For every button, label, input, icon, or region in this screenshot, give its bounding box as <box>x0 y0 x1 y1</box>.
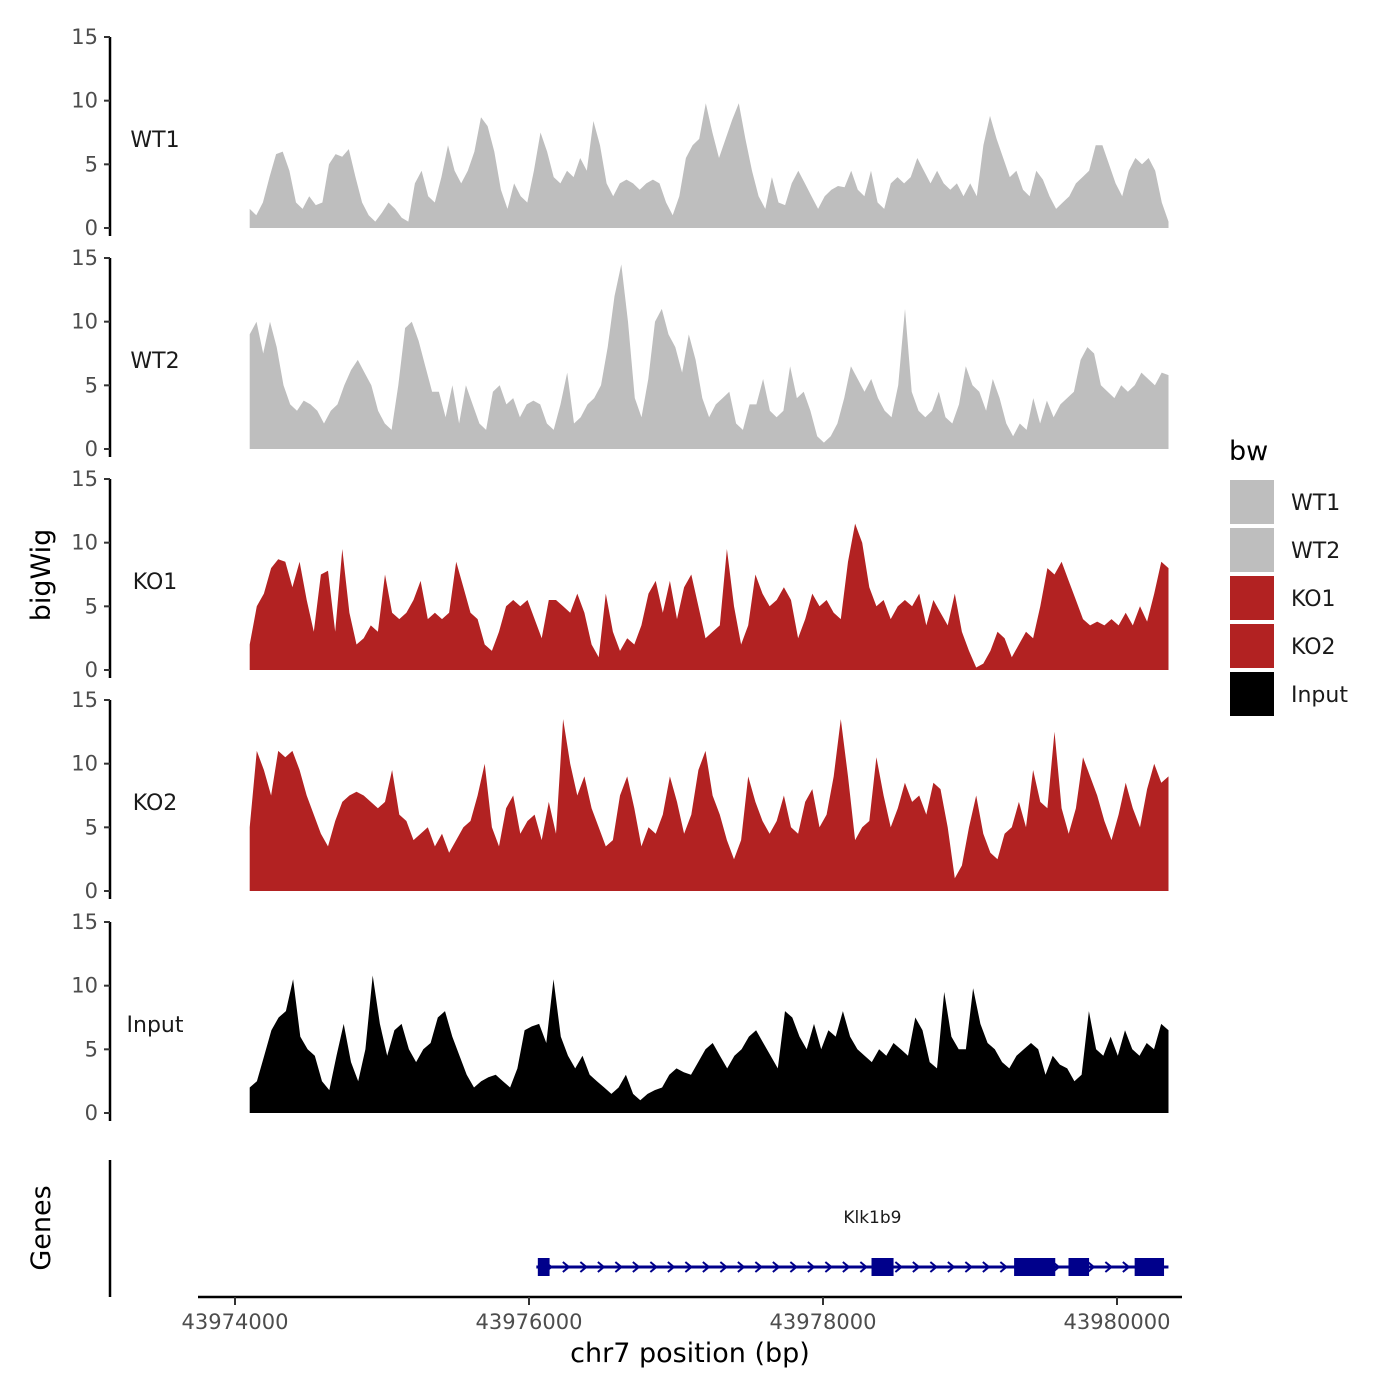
legend-swatch <box>1228 526 1276 574</box>
strand-arrow <box>789 1261 798 1273</box>
x-axis-title: chr7 position (bp) <box>570 1338 810 1369</box>
track-wt2: 0 5 10 15 WT2 <box>71 246 1169 461</box>
track-label: WT1 <box>130 128 179 153</box>
y-tick-label: 0 <box>85 437 98 461</box>
strand-arrow <box>964 1261 973 1273</box>
track-wt1: 0 5 10 15 WT1 <box>71 25 1169 240</box>
strand-arrow <box>719 1261 728 1273</box>
y-tick-label: 0 <box>85 879 98 903</box>
legend-item-wt2: WT2 <box>1228 526 1340 574</box>
y-tick-label: 0 <box>85 216 98 240</box>
legend-item-wt1: WT1 <box>1228 478 1340 526</box>
legend-item-input: Input <box>1228 670 1348 718</box>
y-tick-label: 5 <box>85 1037 98 1061</box>
strand-arrow <box>579 1261 588 1273</box>
y-tick-label: 15 <box>71 246 98 270</box>
area-wt1 <box>249 103 1169 228</box>
y-tick-label: 5 <box>85 815 98 839</box>
legend-title: bw <box>1229 436 1268 467</box>
legend-swatch <box>1228 622 1276 670</box>
legend-label: WT2 <box>1291 539 1340 564</box>
y-tick-label: 10 <box>71 310 98 334</box>
x-axis: 43974000 43976000 43978000 43980000 <box>182 1295 1182 1334</box>
y-tick-label: 15 <box>71 467 98 491</box>
strand-arrow <box>772 1261 781 1273</box>
legend-label: Input <box>1291 683 1348 708</box>
strand-arrow <box>649 1261 658 1273</box>
gene-panel: Klk1b9 <box>108 1160 1169 1297</box>
y-tick-label: 15 <box>71 688 98 712</box>
strand-arrow <box>912 1261 921 1273</box>
y-tick-label: 0 <box>85 658 98 682</box>
strand-arrow <box>562 1261 571 1273</box>
y-tick-label: 5 <box>85 373 98 397</box>
strand-arrow <box>754 1261 763 1273</box>
y-tick-label: 15 <box>71 25 98 49</box>
gene-klk1b9: Klk1b9 <box>536 1208 1169 1276</box>
legend: bw WT1 WT2 KO1 KO2 Input <box>1228 436 1348 718</box>
strand-arrow <box>1122 1261 1131 1273</box>
area-ko1 <box>249 523 1169 670</box>
legend-label: KO2 <box>1291 635 1336 660</box>
area-input <box>249 975 1169 1113</box>
strand-arrow <box>737 1261 746 1273</box>
y-tick-label: 10 <box>71 752 98 776</box>
strand-arrow <box>1104 1261 1113 1273</box>
exon <box>1068 1258 1090 1276</box>
strand-arrow <box>982 1261 991 1273</box>
x-tick-label: 43974000 <box>182 1310 289 1334</box>
strand-arrow <box>702 1261 711 1273</box>
area-wt2 <box>249 264 1169 449</box>
y-tick-label: 0 <box>85 1101 98 1125</box>
strand-arrow <box>929 1261 938 1273</box>
track-label: KO2 <box>133 791 178 816</box>
strand-arrow <box>894 1261 903 1273</box>
y-tick-label: 10 <box>71 531 98 555</box>
strand-arrow <box>999 1261 1008 1273</box>
y-tick-label: 15 <box>71 910 98 934</box>
exon <box>537 1258 550 1276</box>
strand-arrow <box>807 1261 816 1273</box>
y-tick-label: 10 <box>71 89 98 113</box>
x-tick-label: 43980000 <box>1064 1310 1171 1334</box>
strand-arrow <box>597 1261 606 1273</box>
tracks: 0 5 10 15 WT1 0 5 10 15 WT2 0 5 10 15 KO1 0 5 10 15 KO2 0 5 10… <box>71 25 1169 1125</box>
strand-arrow <box>1087 1261 1096 1273</box>
strand-arrow <box>842 1261 851 1273</box>
legend-swatch <box>1228 574 1276 622</box>
legend-label: WT1 <box>1291 491 1340 516</box>
x-tick-label: 43978000 <box>770 1310 877 1334</box>
strand-arrow <box>614 1261 623 1273</box>
legend-swatch <box>1228 670 1276 718</box>
track-label: KO1 <box>133 570 178 595</box>
y-tick-label: 5 <box>85 152 98 176</box>
legend-swatch <box>1228 478 1276 526</box>
gene-label: Klk1b9 <box>843 1208 901 1228</box>
exon <box>1014 1258 1056 1276</box>
track-label: Input <box>127 1013 184 1038</box>
exon <box>871 1258 894 1276</box>
legend-label: KO1 <box>1291 587 1336 612</box>
legend-item-ko2: KO2 <box>1228 622 1336 670</box>
y-tick-label: 10 <box>71 974 98 998</box>
track-ko2: 0 5 10 15 KO2 <box>71 688 1169 903</box>
strand-arrow <box>859 1261 868 1273</box>
genes-axis-title: Genes <box>26 1185 57 1270</box>
strand-arrow <box>684 1261 693 1273</box>
area-ko2 <box>249 719 1169 891</box>
track-ko1: 0 5 10 15 KO1 <box>71 467 1169 682</box>
exon <box>1134 1258 1165 1276</box>
strand-arrow <box>947 1261 956 1273</box>
strand-arrow <box>632 1261 641 1273</box>
y-tick-label: 5 <box>85 594 98 618</box>
strand-arrow <box>824 1261 833 1273</box>
legend-item-ko1: KO1 <box>1228 574 1336 622</box>
track-input: 0 5 10 15 Input <box>71 910 1169 1125</box>
x-tick-label: 43976000 <box>476 1310 583 1334</box>
track-label: WT2 <box>130 349 179 374</box>
y-axis-title: bigWig <box>26 529 57 622</box>
strand-arrow <box>667 1261 676 1273</box>
